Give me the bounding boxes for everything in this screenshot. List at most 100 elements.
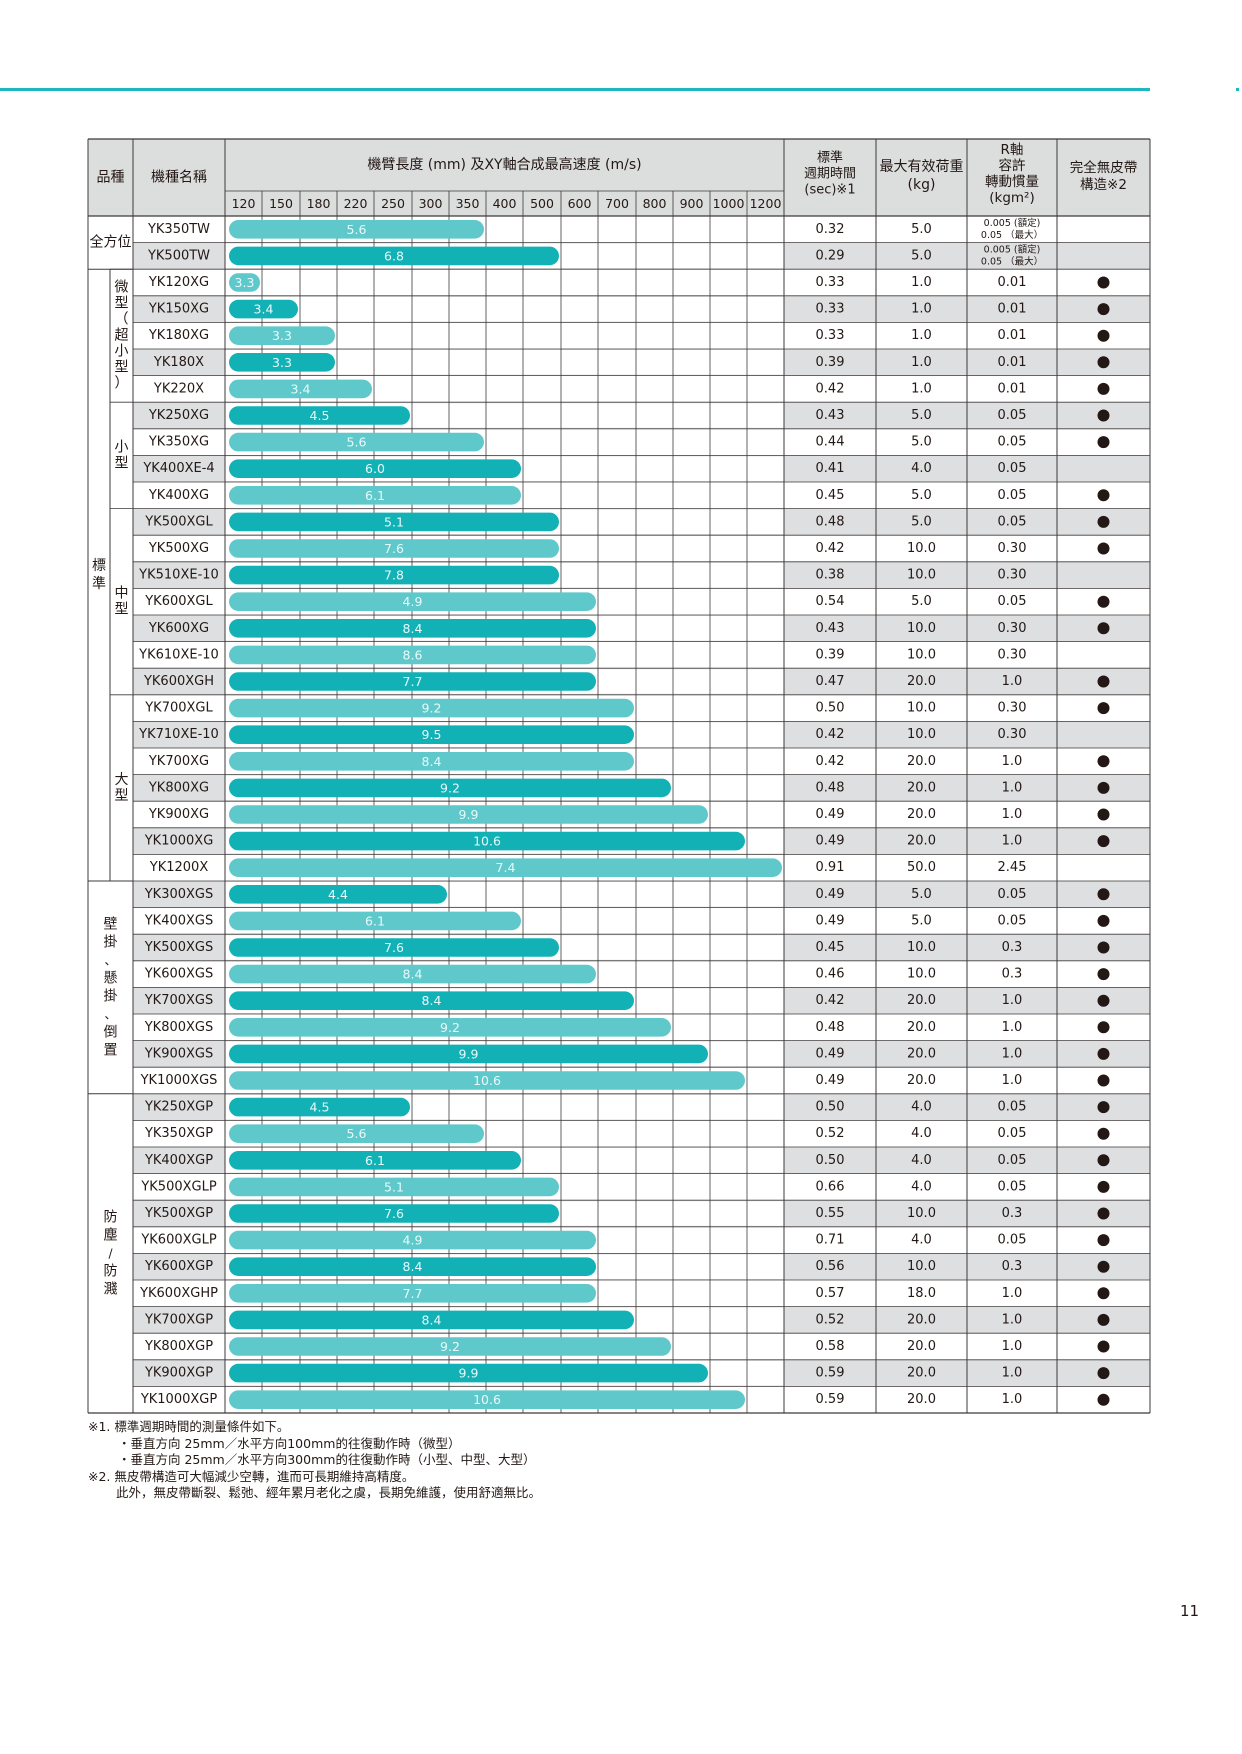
speed-bar-label: 5.1 (384, 1179, 404, 1194)
model-name: YK710XE-10 (138, 727, 219, 742)
arm-length-tick: 300 (419, 196, 443, 211)
beltless-dot-icon (1097, 755, 1110, 768)
group-label-char: 懸 (104, 970, 118, 986)
group-label-char: 標 (92, 558, 106, 574)
cycle-time: 0.39 (816, 647, 845, 662)
beltless-dot-icon (1097, 515, 1110, 528)
model-name: YK700XGS (144, 993, 214, 1008)
cycle-time: 0.49 (816, 807, 845, 822)
speed-bar-label: 5.6 (347, 1126, 367, 1141)
max-payload: 20.0 (907, 754, 936, 769)
header-accent-dot (1236, 88, 1239, 91)
page-number: 11 (1180, 1602, 1200, 1620)
model-name: YK600XG (148, 621, 209, 636)
cycle-time: 0.56 (816, 1259, 845, 1274)
speed-bar-label: 4.5 (310, 408, 330, 423)
beltless-dot-icon (1097, 542, 1110, 555)
r-axis-inertia: 0.01 (998, 355, 1027, 370)
speed-bar-label: 9.9 (459, 807, 479, 822)
beltless-dot-icon (1097, 1101, 1110, 1114)
max-payload: 1.0 (911, 302, 932, 317)
footnote-2-detail: 此外，無皮帶斷裂、鬆弛、經年累月老化之虞，長期免維護，使用舒適無比。 (116, 1485, 542, 1500)
beltless-dot-icon (1097, 1313, 1110, 1326)
max-payload: 1.0 (911, 328, 932, 343)
beltless-dot-icon (1097, 1287, 1110, 1300)
max-payload: 20.0 (907, 807, 936, 822)
max-payload: 20.0 (907, 1020, 936, 1035)
header-r-axis-inertia: 容許 (999, 157, 1026, 174)
footnote-1-item-b: ・垂直方向 25mm／水平方向300mm的往復動作時（小型、中型、大型） (118, 1452, 536, 1467)
cycle-time: 0.49 (816, 887, 845, 902)
max-payload: 20.0 (907, 834, 936, 849)
r-axis-inertia: 1.0 (1002, 834, 1023, 849)
max-payload: 1.0 (911, 381, 932, 396)
max-payload: 5.0 (911, 887, 932, 902)
model-name: YK900XGP (144, 1366, 213, 1381)
speed-bar (229, 1284, 596, 1303)
footnote-1-item-a: ・垂直方向 25mm／水平方向100mm的往復動作時（微型） (118, 1435, 461, 1451)
speed-bar-label: 9.9 (459, 1366, 479, 1381)
group-label-char: 濺 (104, 1281, 118, 1297)
cycle-time: 0.55 (816, 1206, 845, 1221)
cycle-time: 0.33 (816, 328, 845, 343)
subgroup-label-char: 中 (115, 586, 129, 602)
speed-bar-label: 3.4 (291, 381, 311, 396)
r-axis-inertia: 2.45 (998, 860, 1027, 875)
model-name: YK600XGH (143, 674, 214, 689)
group-label-char: 置 (104, 1042, 118, 1058)
r-axis-inertia: 0.30 (998, 727, 1027, 742)
speed-bar-label: 9.2 (422, 701, 442, 716)
speed-bar-label: 9.5 (422, 727, 442, 742)
r-axis-inertia: 1.0 (1002, 674, 1023, 689)
cycle-time: 0.42 (816, 541, 845, 556)
cycle-time: 0.42 (816, 727, 845, 742)
header-beltless: 構造※2 (1080, 177, 1127, 193)
speed-bar-label: 8.4 (403, 621, 423, 636)
model-name: YK1000XGP (140, 1392, 218, 1407)
model-name: YK500XGL (144, 514, 213, 529)
max-payload: 10.0 (907, 940, 936, 955)
cycle-time: 0.46 (816, 967, 845, 982)
max-payload: 5.0 (911, 594, 932, 609)
max-payload: 10.0 (907, 541, 936, 556)
max-payload: 5.0 (911, 488, 932, 503)
beltless-dot-icon (1097, 1260, 1110, 1273)
group-label-char: 防 (104, 1263, 118, 1279)
speed-bar (229, 486, 521, 505)
model-name: YK250XGP (144, 1100, 213, 1115)
speed-bar (229, 1177, 559, 1197)
speed-bar (229, 911, 521, 931)
max-payload: 20.0 (907, 993, 936, 1008)
speed-bar-label: 4.9 (403, 1233, 423, 1248)
model-name: YK400XE-4 (142, 461, 214, 476)
cycle-time: 0.57 (816, 1286, 845, 1301)
model-name: YK1200X (149, 860, 209, 875)
r-axis-inertia: 1.0 (1002, 754, 1023, 769)
cycle-time: 0.38 (816, 568, 845, 583)
cycle-time: 0.50 (816, 701, 845, 716)
max-payload: 20.0 (907, 674, 936, 689)
speed-bar-label: 3.3 (272, 355, 292, 370)
group-label-char: 準 (92, 576, 106, 592)
arm-length-tick: 1200 (750, 196, 782, 211)
max-payload: 20.0 (907, 1046, 936, 1061)
max-payload: 1.0 (911, 275, 932, 290)
beltless-dot-icon (1097, 329, 1110, 342)
speed-bar-label: 4.9 (403, 594, 423, 609)
beltless-dot-icon (1097, 409, 1110, 422)
speed-bar-label: 7.6 (384, 1206, 404, 1221)
arm-cells-bg (225, 296, 784, 322)
r-axis-inertia: 1.0 (1002, 1073, 1023, 1088)
max-payload: 4.0 (911, 1233, 932, 1248)
speed-bar (229, 406, 410, 425)
max-payload: 5.0 (911, 248, 932, 263)
max-payload: 10.0 (907, 568, 936, 583)
cycle-time: 0.33 (816, 275, 845, 290)
r-axis-inertia: 0.05 (998, 1179, 1027, 1194)
model-name: YK400XGS (144, 913, 214, 928)
speed-bar (229, 1257, 596, 1276)
speed-bar (229, 379, 372, 399)
r-axis-inertia: 0.01 (998, 275, 1027, 290)
group-label-char: 、 (104, 953, 116, 967)
arm-length-tick: 1000 (713, 196, 745, 211)
